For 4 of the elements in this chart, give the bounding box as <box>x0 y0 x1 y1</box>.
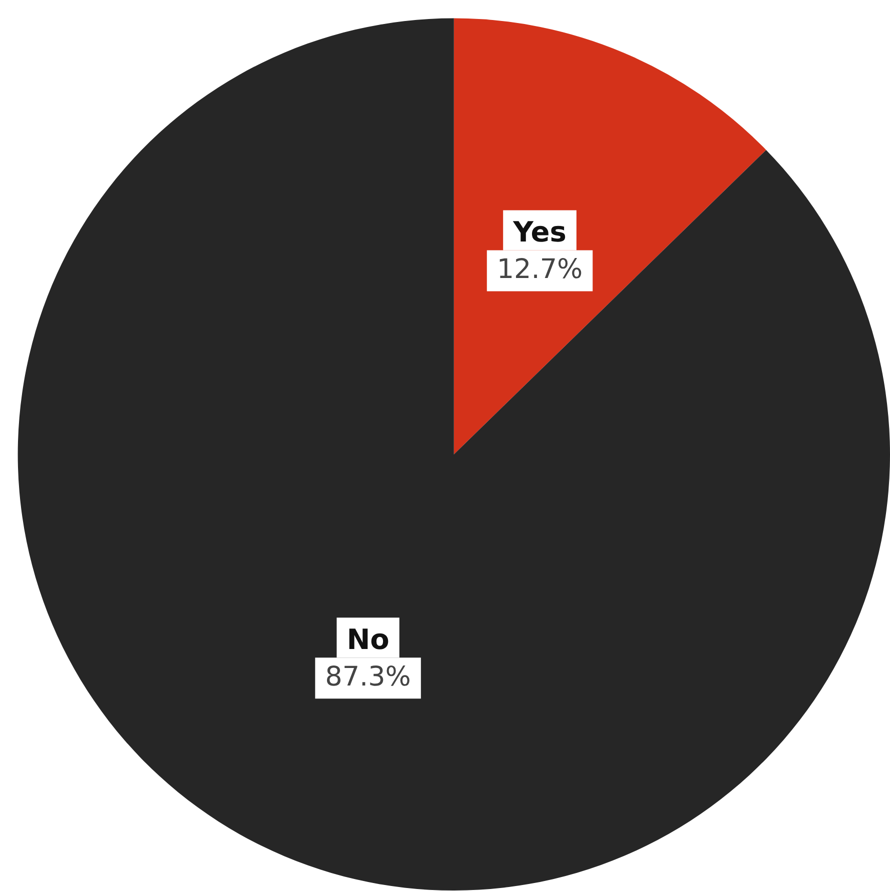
data-label: 12.7% <box>496 254 583 286</box>
slice-label: No <box>346 623 390 656</box>
slice-label: Yes <box>512 216 566 249</box>
data-label: 87.3% <box>325 662 411 693</box>
